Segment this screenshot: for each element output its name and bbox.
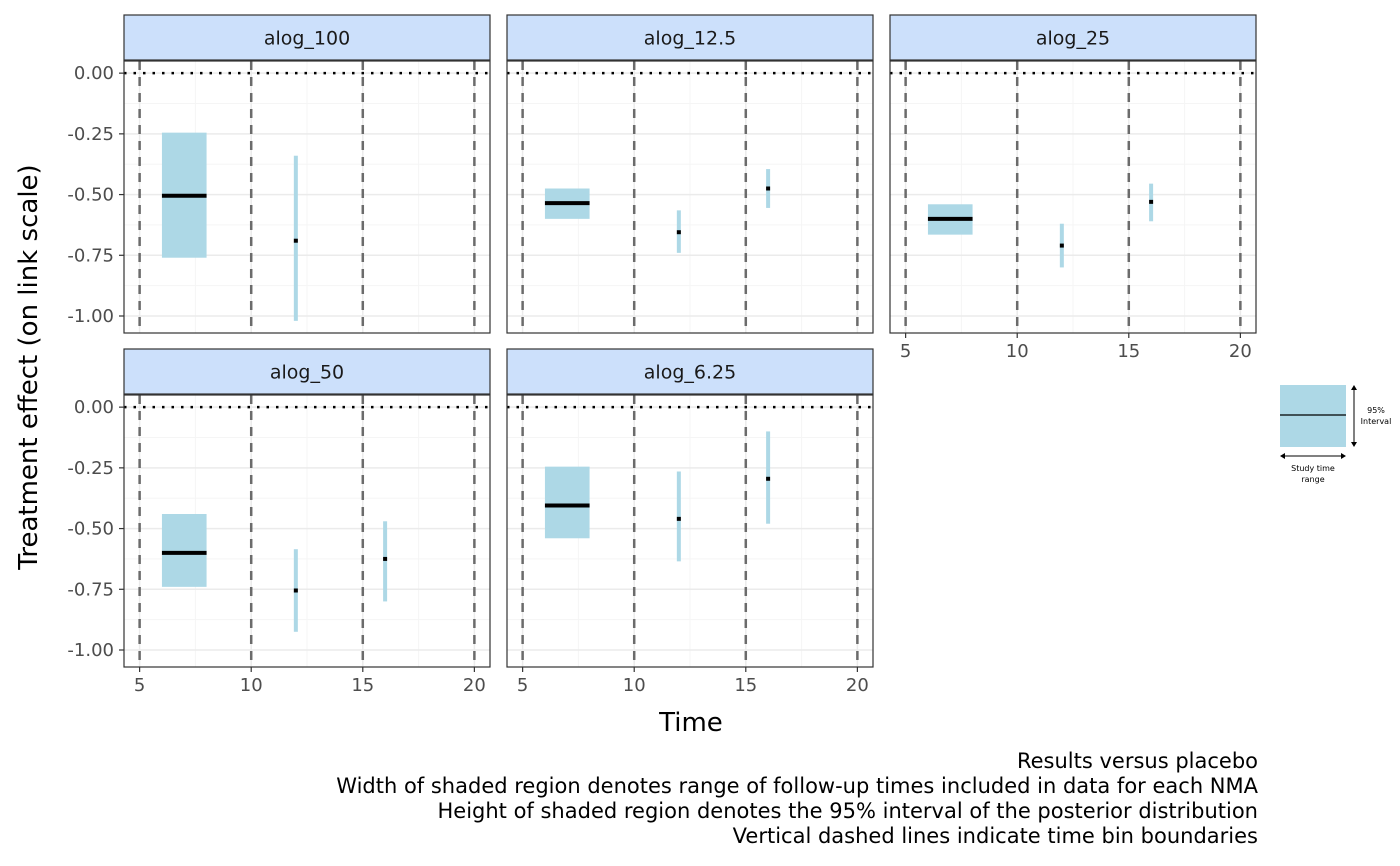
panel-border [123,394,491,668]
legend-arrowhead [1341,453,1346,459]
x-tick-label: 20 [1229,341,1252,362]
interval-band [676,471,681,562]
x-tick-label: 20 [846,675,869,696]
x-tick-label: 5 [517,675,528,696]
interval-band [544,466,590,539]
legend-interval-label: 95% [1367,406,1385,415]
y-tick-label: -0.25 [67,124,114,145]
panel-border [506,394,874,668]
y-tick-label: -0.75 [67,245,114,266]
y-tick-label: 0.00 [74,63,114,84]
legend-arrowhead [1351,442,1357,447]
x-tick-label: 10 [240,675,263,696]
x-tick-label: 10 [1006,341,1029,362]
panel-alog_50: alog_50 0.00 -0.25 -0.50 -0.75 -1.00 5 10 15 20 [67,348,491,696]
legend-interval-label: Interval [1361,417,1392,426]
x-tick-label: 15 [351,675,374,696]
panel-alog_6.25: alog_6.25 5 10 15 20 [506,348,874,696]
panels-layer: alog_100 0.00 -0.25 -0.50 -0.75 -1.00 alog_12.… [67,14,1257,696]
x-tick-label: 20 [463,675,486,696]
panel-border [889,60,1257,334]
legend-arrowhead [1351,385,1357,390]
facet-strip [123,348,491,395]
x-tick-label: 10 [623,675,646,696]
caption-block: Results versus placebo Width of shaded r… [336,749,1258,849]
panel-border [506,60,874,334]
facet-strip-label: alog_12.5 [644,28,736,50]
interval-band [383,521,388,602]
x-axis-title: Time [658,708,723,738]
facet-strip-label: alog_6.25 [644,362,736,384]
y-tick-label: -0.50 [67,185,114,206]
y-axis-title: Treatment effect (on link scale) [14,164,44,570]
legend-time-label: range [1301,475,1324,484]
y-tick-label: 0.00 [74,397,114,418]
panel-alog_100: alog_100 0.00 -0.25 -0.50 -0.75 -1.00 [67,14,491,334]
facet-strip-label: alog_100 [264,28,350,50]
interval-band [293,155,298,321]
panel-border [123,60,491,334]
caption-line: Results versus placebo [1016,749,1258,773]
caption-line: Height of shaded region denotes the 95% … [437,799,1258,823]
facet-strip [123,14,491,61]
facet-strip [889,14,1257,61]
x-tick-label: 5 [900,341,911,362]
y-tick-label: -0.75 [67,579,114,600]
caption-line: Width of shaded region denotes range of … [336,774,1258,798]
legend-time-label: Study time [1291,464,1335,473]
panel-alog_12.5: alog_12.5 [506,14,874,334]
legend-key: 95% Interval Study time range [1280,385,1391,484]
caption-line: Vertical dashed lines indicate time bin … [732,824,1258,848]
facet-strip-label: alog_50 [270,362,344,384]
y-tick-label: -0.50 [67,519,114,540]
x-tick-label: 15 [734,675,757,696]
facet-strip [506,348,874,395]
y-tick-label: -0.25 [67,458,114,479]
x-tick-label: 5 [134,675,145,696]
y-tick-label: -1.00 [67,306,114,327]
facet-strip-label: alog_25 [1036,28,1110,50]
facet-strip [506,14,874,61]
legend-interval-band [1280,385,1346,447]
interval-band [161,514,207,587]
panel-alog_25: alog_25 5 10 15 20 [889,14,1257,362]
x-tick-label: 15 [1117,341,1140,362]
legend-arrowhead [1280,453,1285,459]
y-tick-label: -1.00 [67,640,114,661]
